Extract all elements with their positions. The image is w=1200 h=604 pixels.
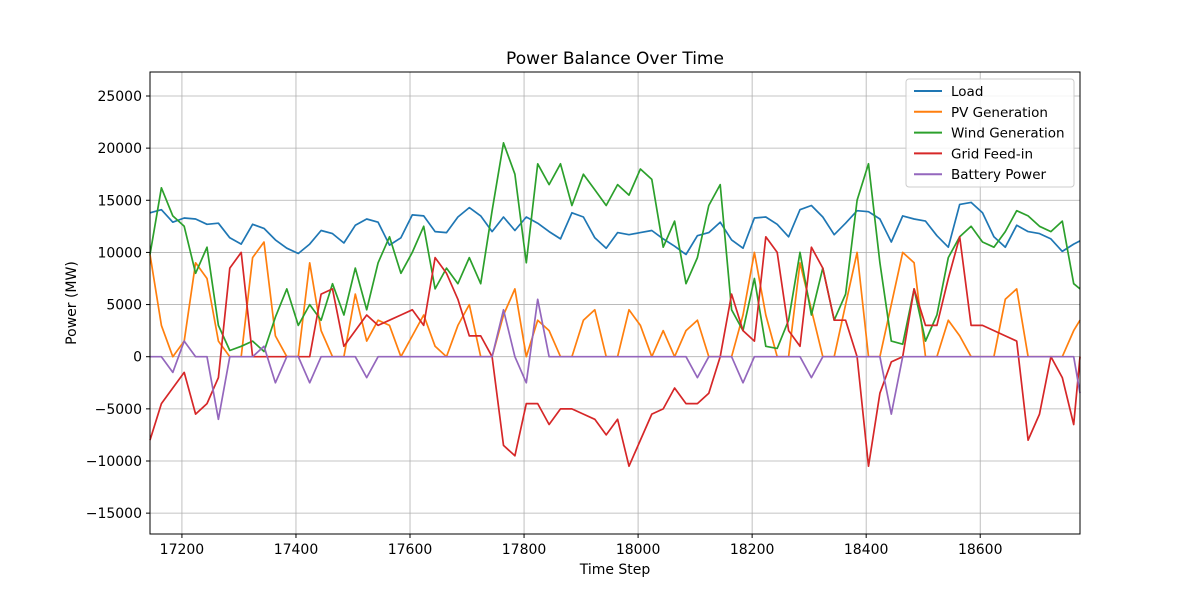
legend-label-pv-generation: PV Generation <box>951 105 1048 121</box>
x-tick-label: 18400 <box>844 542 889 558</box>
series-line-grid-feed-in <box>149 235 1081 468</box>
x-axis-label: Time Step <box>579 562 651 578</box>
x-tick-label: 18000 <box>616 542 661 558</box>
x-tick-label: 17600 <box>388 542 433 558</box>
y-tick-label: 15000 <box>97 193 142 209</box>
series-line-load <box>149 201 1081 256</box>
legend: Load PV Generation Wind Generation Grid Fee… <box>905 78 1075 188</box>
legend-label-grid-feed-in: Grid Feed-in <box>951 146 1033 162</box>
y-tick-label: −10000 <box>86 454 142 470</box>
y-tick-label: −5000 <box>95 402 142 418</box>
x-tick-label: 18600 <box>958 542 1003 558</box>
y-tick-label: 5000 <box>106 298 142 314</box>
legend-box <box>905 78 1075 188</box>
series-line-wind-generation <box>149 142 1081 353</box>
x-axis-ticks: 17200 17400 17600 17800 18000 18200 18400 18600 <box>160 534 1003 558</box>
plot-frame <box>149 71 1081 535</box>
x-tick-label: 17400 <box>274 542 319 558</box>
x-tick-label: 18200 <box>730 542 775 558</box>
series-line-battery-power <box>150 298 1081 421</box>
x-tick-label: 17800 <box>502 542 547 558</box>
legend-label-load: Load <box>951 84 983 100</box>
y-tick-label: 10000 <box>97 245 142 261</box>
y-axis-ticks: −15000 −10000 −5000 0 5000 10000 15000 20000 250… <box>86 89 150 522</box>
y-tick-label: −15000 <box>86 506 142 522</box>
x-tick-label: 17200 <box>160 542 205 558</box>
y-tick-label: 25000 <box>97 89 142 105</box>
y-tick-label: 20000 <box>97 141 142 157</box>
legend-label-battery-power: Battery Power <box>951 167 1047 183</box>
y-axis-label: Power (MW) <box>64 261 80 345</box>
legend-label-wind-generation: Wind Generation <box>951 126 1065 142</box>
chart-title: Power Balance Over Time <box>506 49 724 69</box>
y-tick-label: 0 <box>133 350 142 366</box>
series-lines <box>149 142 1081 468</box>
